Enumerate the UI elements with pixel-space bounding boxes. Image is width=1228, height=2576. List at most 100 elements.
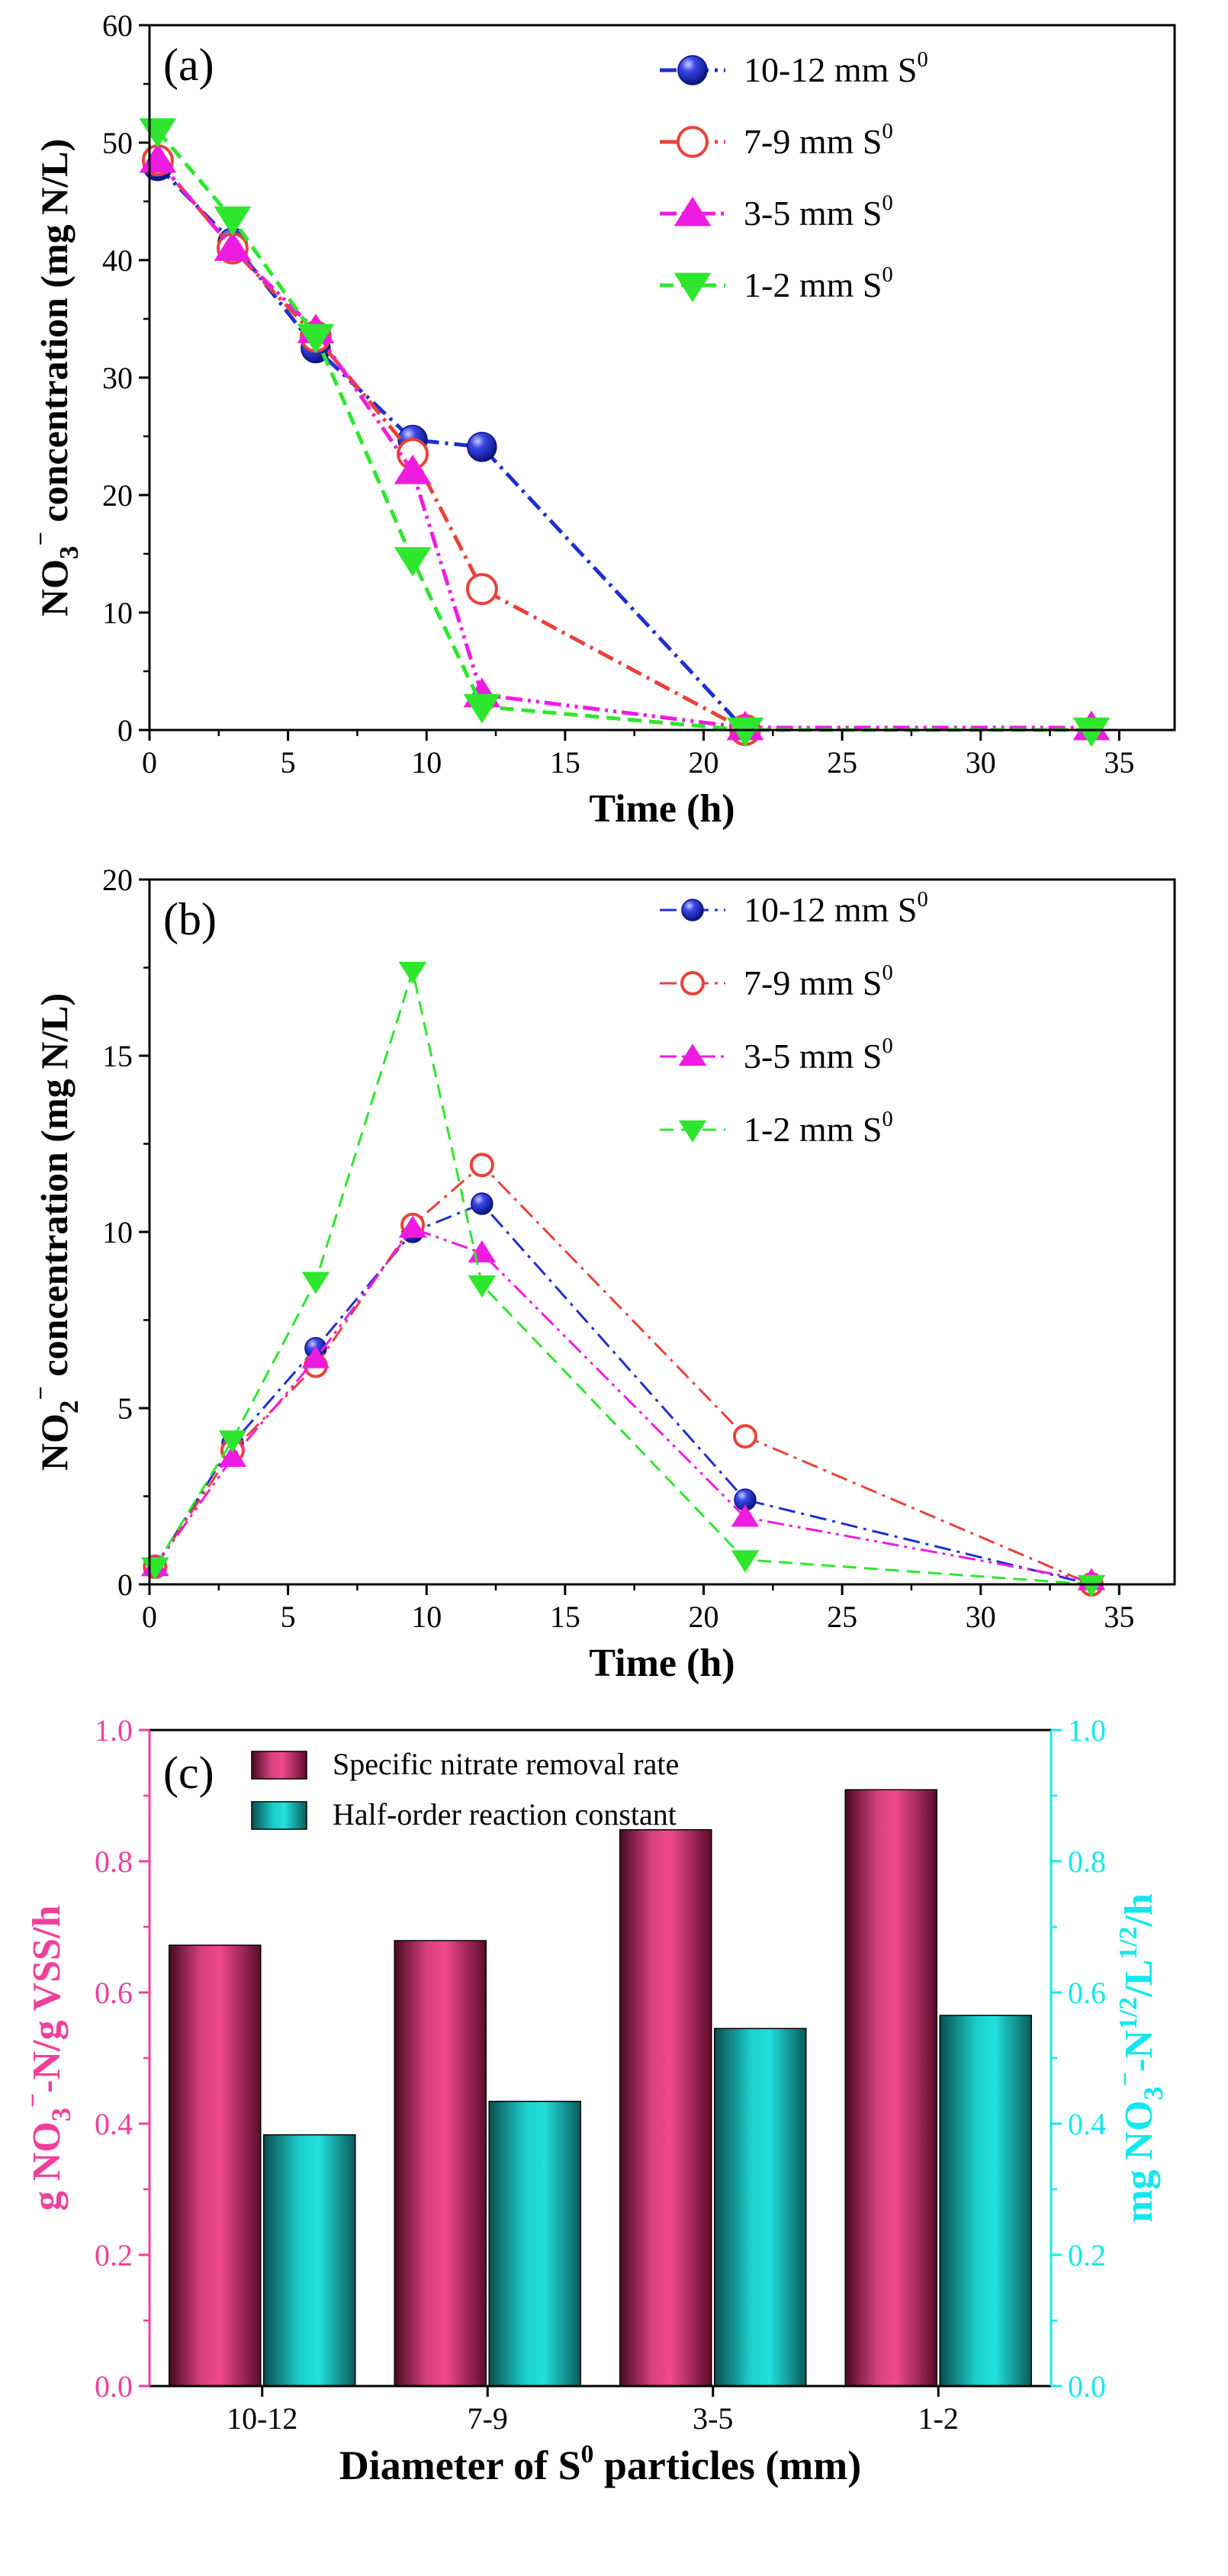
y-tick-label: 20 bbox=[102, 863, 133, 897]
data-point bbox=[1072, 717, 1111, 748]
right-y-tick-label: 0.4 bbox=[1068, 2107, 1106, 2141]
legend-label-0: 10-12 mm S0 bbox=[744, 48, 928, 89]
legend-label-0: 10-12 mm S0 bbox=[744, 888, 928, 929]
panel-b-nitrite-chart: 0 5 10 15 20 25 30 35 0 5 10 15 20 (b) Time (h) NO2− co… bbox=[27, 863, 1176, 1685]
right-y-tick-label: 0.8 bbox=[1068, 1844, 1106, 1879]
series-2 bbox=[139, 143, 1111, 741]
legend-marker-2 bbox=[673, 196, 712, 227]
data-point bbox=[1077, 1574, 1106, 1597]
x-tick-label: 25 bbox=[827, 1600, 857, 1634]
data-point bbox=[731, 1550, 760, 1573]
y-tick-label: 10 bbox=[102, 1215, 133, 1249]
series-line-2 bbox=[156, 159, 1092, 730]
left-y-tick-label: 0.0 bbox=[95, 2369, 133, 2404]
panel-label: (b) bbox=[163, 894, 217, 944]
bar-reaction-constant bbox=[263, 2134, 356, 2387]
left-y-tick-label: 0.4 bbox=[95, 2107, 133, 2141]
data-point bbox=[398, 1215, 427, 1238]
legend: Specific nitrate removal rate Half-order … bbox=[251, 1747, 679, 1832]
x-tick-label: 20 bbox=[688, 745, 718, 780]
series-line-0 bbox=[153, 1202, 1092, 1586]
bar-reaction-constant bbox=[714, 2028, 807, 2387]
data-point bbox=[731, 1504, 760, 1527]
legend-label-3: 1-2 mm S0 bbox=[744, 263, 893, 304]
data-point bbox=[732, 1423, 757, 1449]
right-y-tick-label: 0.2 bbox=[1068, 2238, 1106, 2272]
y-tick-label: 15 bbox=[102, 1039, 133, 1073]
legend-marker-3 bbox=[678, 1120, 707, 1143]
right-y-tick-label: 1.0 bbox=[1068, 1713, 1106, 1748]
legend-label-0: Specific nitrate removal rate bbox=[333, 1747, 679, 1781]
data-point bbox=[218, 1430, 247, 1453]
left-y-tick-label: 0.6 bbox=[95, 1976, 133, 2010]
data-point bbox=[394, 547, 432, 577]
left-y-axis-label-group: g NO3−-N/g VSS/h bbox=[19, 1905, 76, 2211]
x-axis-label: Diameter of S0 particles (mm) bbox=[339, 2440, 862, 2488]
legend-label-1: 7-9 mm S0 bbox=[744, 120, 893, 161]
x-tick-label: 20 bbox=[688, 1600, 718, 1634]
legend-marker-3 bbox=[673, 272, 712, 303]
legend-label-1: Half-order reaction constant bbox=[333, 1797, 677, 1832]
data-point bbox=[465, 573, 498, 606]
y-axis-label-group: NO2− concentration (mg N/L) bbox=[27, 993, 84, 1471]
y-tick-label: 60 bbox=[102, 8, 133, 43]
y-tick-label: 0 bbox=[117, 1568, 133, 1602]
series-3 bbox=[140, 961, 1106, 1597]
bar-removal-rate bbox=[169, 1944, 262, 2387]
x-axis-label: Time (h) bbox=[589, 787, 735, 831]
x-tick-label: 10 bbox=[411, 1600, 442, 1634]
series-2 bbox=[140, 1215, 1106, 1590]
x-tick-label: 7-9 bbox=[468, 2401, 508, 2436]
y-tick-label: 40 bbox=[102, 243, 133, 278]
right-y-tick-label: 0.6 bbox=[1068, 1976, 1106, 2010]
data-point bbox=[218, 1444, 247, 1467]
x-axis-label: Time (h) bbox=[589, 1642, 735, 1685]
x-tick-label: 35 bbox=[1104, 1600, 1134, 1634]
x-tick-label: 5 bbox=[281, 745, 296, 780]
left-y-tick-label: 0.2 bbox=[95, 2238, 133, 2272]
data-point bbox=[297, 323, 335, 354]
left-y-tick-label: 1.0 bbox=[95, 1713, 133, 1748]
series-line-1 bbox=[156, 159, 747, 732]
x-tick-label: 3-5 bbox=[693, 2401, 733, 2436]
y-tick-label: 30 bbox=[102, 361, 133, 395]
right-y-tick-label: 0.0 bbox=[1068, 2369, 1106, 2404]
right-y-axis-label: mg NO3−-N1/2/L1/2/h bbox=[1111, 1893, 1169, 2223]
x-tick-label: 35 bbox=[1104, 745, 1134, 780]
data-point bbox=[469, 1153, 494, 1178]
series-line-3 bbox=[156, 129, 1092, 732]
series-1 bbox=[141, 144, 761, 746]
x-tick-label: 10-12 bbox=[227, 2401, 297, 2436]
left-y-axis-label: g NO3−-N/g VSS/h bbox=[19, 1905, 76, 2211]
right-y-axis-label-group: mg NO3−-N1/2/L1/2/h bbox=[1111, 1893, 1169, 2223]
y-tick-label: 10 bbox=[102, 596, 133, 630]
data-point bbox=[468, 1275, 497, 1298]
x-tick-label: 10 bbox=[411, 745, 442, 780]
series-line-0 bbox=[156, 165, 747, 732]
data-point bbox=[301, 1272, 330, 1294]
data-point bbox=[214, 206, 252, 236]
y-tick-label: 0 bbox=[117, 713, 133, 748]
legend: 10-12 mm S0 7-9 mm S0 3-5 mm S0 1-2 mm S0 bbox=[660, 888, 928, 1149]
x-tick-label: 5 bbox=[281, 1600, 296, 1634]
legend-marker-0 bbox=[677, 55, 708, 85]
legend-label-1: 7-9 mm S0 bbox=[744, 961, 893, 1002]
plot-frame bbox=[148, 24, 1176, 732]
data-point bbox=[214, 231, 252, 262]
y-axis-label-group: NO3− concentration (mg N/L) bbox=[27, 139, 84, 616]
data-point bbox=[726, 717, 764, 748]
y-tick-label: 5 bbox=[117, 1391, 133, 1426]
x-tick-label: 15 bbox=[550, 1600, 580, 1634]
panel-a-nitrate-chart: 0 5 10 15 20 25 30 35 0 10 20 30 40 50 60 (a) Time (h) NO… bbox=[27, 8, 1176, 831]
legend-marker-2 bbox=[678, 1044, 707, 1066]
x-tick-label: 0 bbox=[142, 745, 157, 780]
panel-c-bar-chart: 10-12 7-9 3-5 1-2 0.0 0.2 0.4 0.6 0.8 1.0 0.0 0.2 0.… bbox=[19, 1713, 1169, 2488]
x-tick-label: 0 bbox=[142, 1600, 157, 1634]
legend-marker-1 bbox=[680, 971, 705, 995]
series-3 bbox=[139, 118, 1111, 748]
y-axis-label: NO3− concentration (mg N/L) bbox=[27, 139, 84, 616]
bar-reaction-constant bbox=[488, 2101, 581, 2387]
legend-label-3: 1-2 mm S0 bbox=[744, 1108, 893, 1149]
x-tick-label: 25 bbox=[827, 745, 857, 780]
x-tick-label: 1-2 bbox=[918, 2401, 959, 2436]
